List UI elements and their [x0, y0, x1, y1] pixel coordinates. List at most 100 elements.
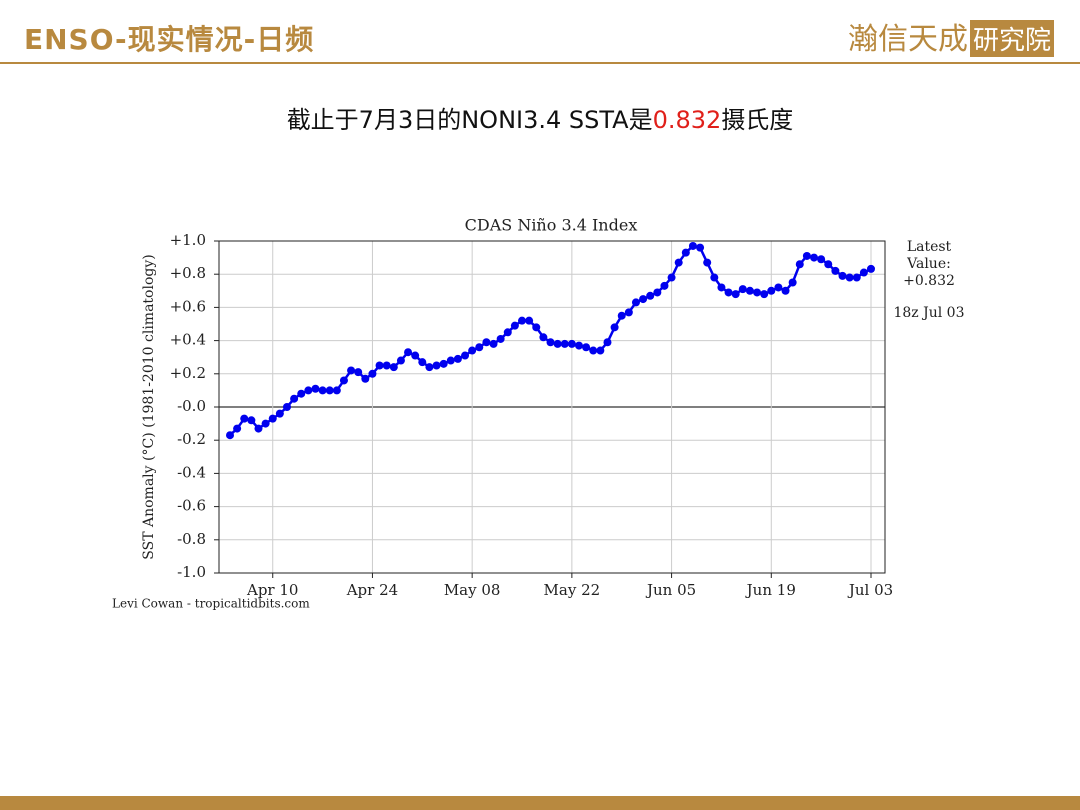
data-point — [617, 311, 626, 320]
data-point — [525, 316, 534, 325]
data-point — [745, 286, 754, 295]
data-point — [532, 323, 541, 332]
plot-frame — [218, 240, 886, 574]
data-point — [290, 394, 299, 403]
data-point — [760, 290, 769, 299]
data-point — [304, 386, 313, 395]
data-point — [375, 361, 384, 370]
y-tick-label: -1.0 — [177, 563, 206, 581]
data-point — [838, 271, 847, 280]
logo-box: 研究院 — [969, 20, 1054, 57]
logo-text: 瀚信天成 — [847, 22, 968, 57]
data-point — [318, 386, 327, 395]
data-point — [475, 343, 484, 352]
data-point — [688, 241, 697, 250]
data-point — [382, 361, 391, 370]
data-point — [845, 273, 854, 282]
data-point — [311, 384, 320, 393]
data-point — [810, 253, 819, 262]
data-point — [610, 323, 619, 332]
subtitle: 截止于7月3日的NONI3.4 SSTA是0.832摄氏度 — [0, 100, 1080, 135]
y-tick-label: +0.2 — [170, 364, 206, 382]
data-point — [639, 295, 648, 304]
data-point — [574, 341, 583, 350]
data-point — [831, 266, 840, 275]
data-point — [389, 363, 398, 372]
data-point — [696, 243, 705, 252]
data-point — [774, 283, 783, 292]
y-tick-label: +0.4 — [170, 331, 206, 349]
data-point — [354, 368, 363, 377]
data-point — [503, 328, 512, 337]
data-point — [297, 389, 306, 398]
annotation: Latest — [907, 239, 952, 255]
data-point — [724, 288, 733, 297]
data-point — [710, 273, 719, 282]
data-point — [489, 339, 498, 348]
data-point — [518, 316, 527, 325]
y-tick-label: -0.8 — [177, 530, 206, 548]
data-point — [418, 358, 427, 367]
credit: Levi Cowan - tropicaltidbits.com — [112, 597, 310, 611]
data-point — [411, 351, 420, 360]
data-point — [731, 290, 740, 299]
data-point — [788, 278, 797, 287]
logo: 瀚信天成 研究院 — [848, 14, 1054, 58]
data-point — [653, 288, 662, 297]
data-point — [233, 424, 242, 433]
data-point — [738, 285, 747, 294]
data-point — [332, 386, 341, 395]
x-tick-label: Jun 05 — [645, 581, 696, 599]
y-tick-label: +0.6 — [170, 297, 206, 315]
header-rule — [0, 62, 1080, 64]
data-point — [546, 338, 555, 347]
subtitle-text: 摄氏度 — [721, 106, 794, 134]
y-tick-label: +1.0 — [170, 231, 206, 249]
data-point — [703, 258, 712, 267]
data-point — [446, 356, 455, 365]
y-tick-label: +0.8 — [170, 264, 206, 282]
data-point — [482, 338, 491, 347]
data-point — [339, 376, 348, 385]
y-tick-label: -0.4 — [177, 463, 206, 481]
x-tick-label: May 08 — [444, 581, 501, 599]
data-point — [603, 338, 612, 347]
data-point — [368, 369, 377, 378]
annotation: +0.832 — [903, 273, 955, 289]
data-point — [268, 414, 277, 423]
y-tick-label: -0.2 — [177, 430, 206, 448]
data-point — [261, 419, 270, 428]
data-point — [496, 334, 505, 343]
data-point — [325, 386, 334, 395]
data-point — [795, 260, 804, 269]
data-point — [817, 255, 826, 264]
data-point — [867, 264, 875, 273]
annotation: Value: — [906, 256, 951, 272]
data-point — [553, 339, 562, 348]
data-point — [539, 333, 548, 342]
data-point — [824, 260, 833, 269]
data-point — [432, 361, 441, 370]
data-point — [439, 359, 448, 368]
data-point — [560, 339, 569, 348]
data-point — [674, 258, 683, 267]
data-point — [404, 348, 413, 357]
data-point — [631, 298, 640, 307]
data-point — [596, 346, 605, 355]
annotation: 18z Jul 03 — [893, 305, 964, 321]
data-point — [667, 273, 676, 282]
data-point — [361, 374, 370, 383]
y-tick-label: -0.0 — [177, 397, 206, 415]
header-title: ENSO-现实情况-日频 — [24, 23, 315, 56]
x-tick-label: May 22 — [544, 581, 601, 599]
data-point — [589, 346, 598, 355]
data-point — [717, 283, 726, 292]
data-point — [660, 281, 669, 290]
data-point — [624, 308, 633, 317]
data-point — [275, 409, 284, 418]
footer-band — [0, 796, 1080, 810]
data-point — [282, 403, 291, 411]
data-point — [802, 251, 811, 260]
